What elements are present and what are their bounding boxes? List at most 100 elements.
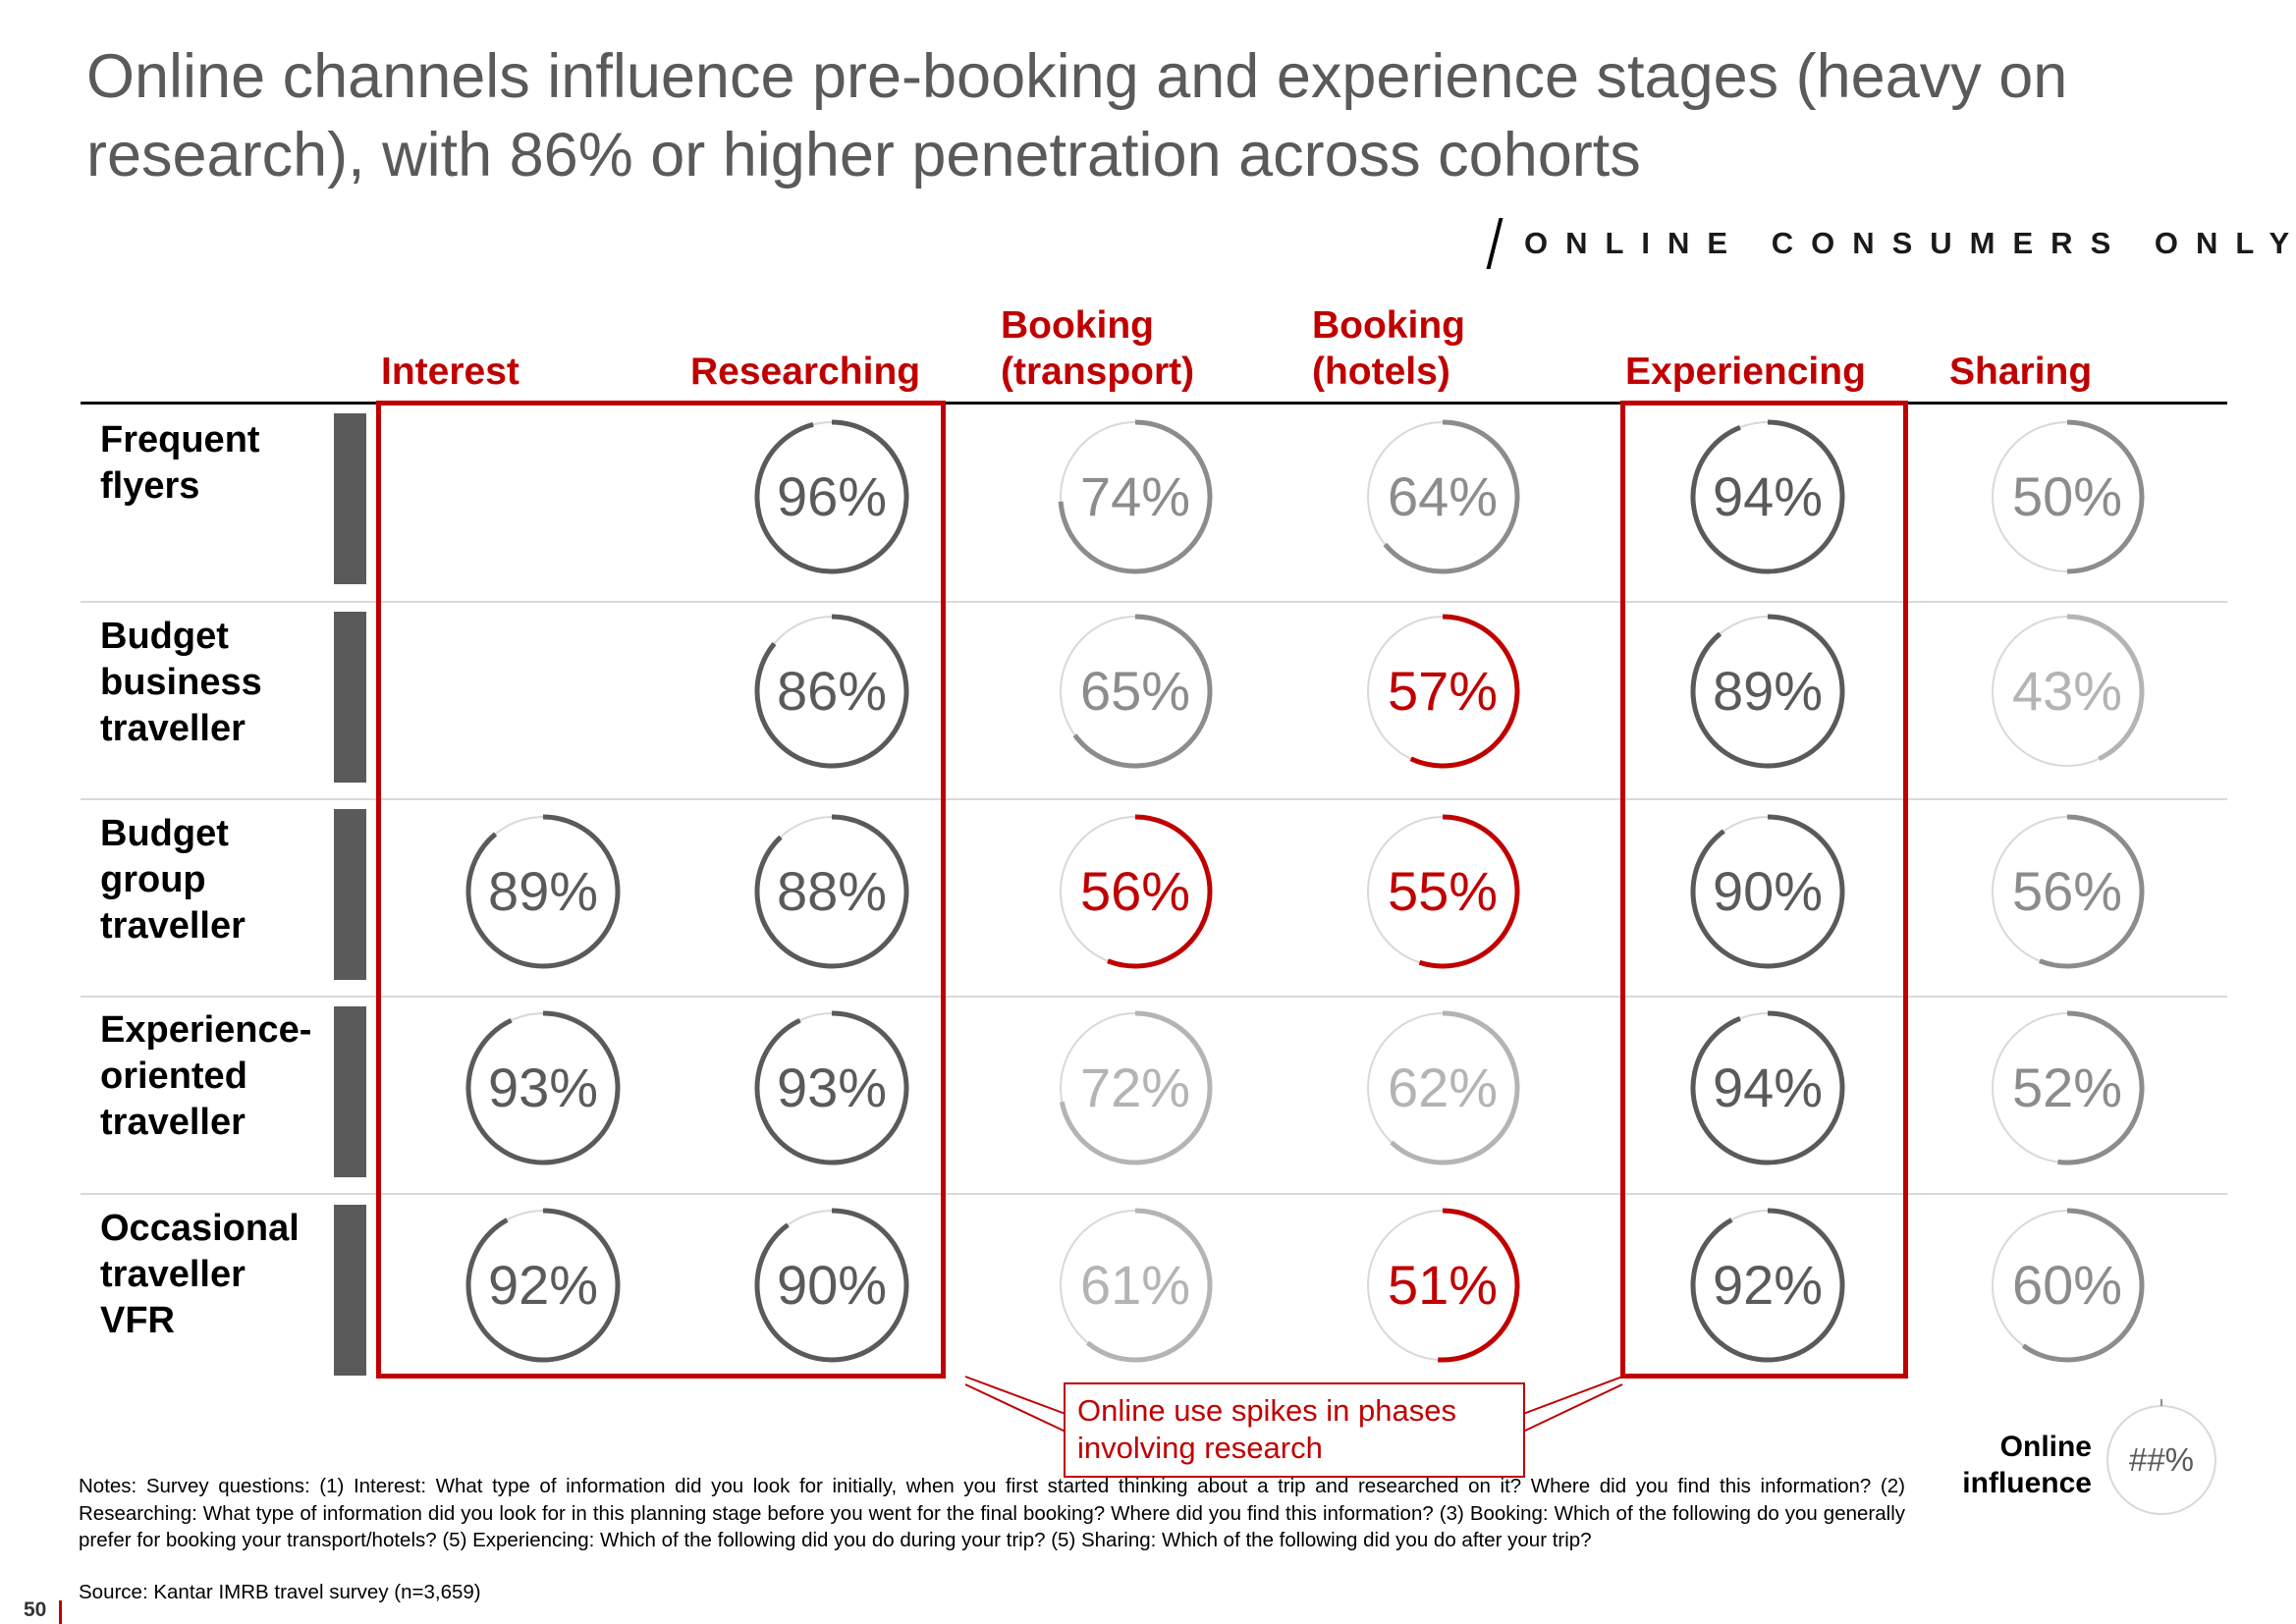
donut-value-label: 60% [2012,1254,2122,1316]
donut-value-label: 51% [1388,1254,1498,1316]
legend-placeholder: ##% [2128,1441,2195,1478]
page-number-bar [59,1600,62,1624]
row-label-line: flyers [100,465,200,507]
row-label-line: group [100,859,206,900]
donut-value-label: 65% [1080,660,1190,722]
legend-donut [2106,1399,2216,1515]
donut-value-label: 74% [1080,465,1190,527]
col-header-researching: Researching [690,351,921,393]
donut-arc [465,1208,621,1363]
donut-arc [1058,419,1213,574]
donut-value-label: 72% [1080,1056,1190,1118]
donut-value-label: 93% [488,1056,598,1118]
row-label-line: traveller [100,1102,246,1143]
row-marker-bar [334,413,366,584]
donut-value-label: 94% [1713,1056,1823,1118]
row-marker-bar [334,809,366,980]
row-label-line: VFR [100,1300,175,1341]
row-label-line: Occasional [100,1208,300,1249]
donut-value-label: 90% [777,1254,887,1316]
legend-label: Online influence [1925,1429,2092,1501]
donut-cell: 51% [1367,1208,1520,1363]
donut-arc [1059,1010,1213,1165]
callout-pointer-line [964,1383,1066,1433]
donut-arc [754,814,909,969]
donut-arc [2039,814,2145,969]
donut-value-label: 43% [2012,660,2122,722]
donut-value-label: 88% [777,860,887,922]
donut-cell: 65% [1060,614,1213,769]
col-header-booking-transport: Booking (transport) [1001,302,1194,395]
donut-arc [1690,1010,1845,1165]
donut-cell: 56% [1992,814,2145,969]
donut-arc [754,1208,909,1363]
row-label-frequent-flyers: Frequent flyers [100,417,336,510]
row-label-line: Budget [100,813,229,854]
donut-value-label: 62% [1388,1056,1498,1118]
donut-value-label: 52% [2012,1056,2122,1118]
donut-cell: 52% [1992,1010,2145,1165]
donut-arc [2066,614,2145,762]
callout-box: Online use spikes in phases involving re… [1064,1382,1525,1478]
donut-cell: 89% [465,814,621,969]
donut-arc [1690,814,1845,969]
row-label-line: Budget [100,616,229,657]
col-header-booking-hotels-line2: (hotels) [1312,351,1450,393]
callout-pointer-line [964,1376,1066,1415]
callout-pointer-line [1522,1376,1623,1415]
row-divider [81,996,2227,998]
donut-cell: 62% [1367,1010,1520,1165]
donut-cell: 92% [465,1208,621,1363]
donut-arc [465,1010,621,1165]
row-label-line: business [100,662,262,703]
callout-line: Online use spikes in phases [1077,1393,1457,1428]
row-label-line: traveller [100,1254,246,1295]
row-divider [81,601,2227,603]
donut-arc [1085,1208,1213,1363]
donut-cell: 55% [1367,814,1520,969]
row-label-occasional-vfr: Occasional traveller VFR [100,1206,336,1344]
donut-cell: 61% [1060,1208,1213,1363]
donut-arc [2057,1010,2145,1165]
donut-arc [2066,419,2145,574]
donut-arc [1390,1010,1520,1165]
donut-value-label: 89% [1713,660,1823,722]
row-divider [81,1193,2227,1195]
page-title: Online channels influence pre-booking an… [86,42,2068,189]
legend-label-line: Online [1999,1431,2092,1463]
donut-cell: 94% [1690,419,1845,574]
donut-cell: 43% [1992,614,2145,767]
donut-value-label: 89% [488,860,598,922]
donut-cell: 74% [1058,419,1213,574]
donut-value-label: 86% [777,660,887,722]
row-label-budget-business: Budget business traveller [100,614,336,752]
row-label-line: traveller [100,708,246,749]
col-header-sharing: Sharing [1949,351,2093,393]
donut-cell: 56% [1060,814,1213,969]
page-number: 50 [24,1598,47,1621]
donut-arc [1409,614,1520,769]
donut-cell: 60% [1992,1208,2145,1363]
donut-cell: 72% [1059,1010,1213,1165]
donut-cell: 90% [754,1208,909,1363]
donut-value-label: 56% [2012,860,2122,922]
donut-arc [754,614,909,769]
donut-value-label: 96% [777,465,887,527]
col-header-interest: Interest [381,351,519,393]
donut-arc [1418,814,1520,969]
row-label-line: Frequent [100,419,260,460]
highlight-box-pre-booking [376,401,946,1379]
donut-value-label: 56% [1080,860,1190,922]
donut-value-label: 92% [1713,1254,1823,1316]
row-divider [81,798,2227,800]
notes-text: Notes: Survey questions: (1) Interest: W… [79,1475,1905,1551]
donut-value-label: 92% [488,1254,598,1316]
donut-cell: 57% [1367,614,1520,769]
donut-cell: 94% [1690,1010,1845,1165]
donut-cell: 86% [754,614,909,769]
donut-cell: 93% [754,1010,909,1165]
donut-value-label: 50% [2012,465,2122,527]
callout-pointer-lines [964,1376,1623,1433]
donut-cell: 90% [1690,814,1845,969]
callout-line: involving research [1077,1431,1323,1465]
